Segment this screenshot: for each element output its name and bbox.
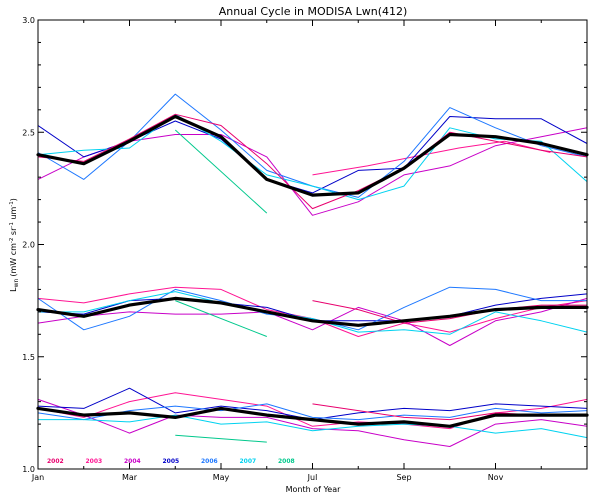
legend: 2002 2003 2004 2005 2006 2007 2008 <box>47 458 295 465</box>
lower-series-line-5 <box>38 414 588 439</box>
legend-entry-2008: 2008 <box>278 458 295 465</box>
lower-series-line-6 <box>175 434 267 443</box>
upper-series-line-5 <box>37 113 588 201</box>
legend-entry-2002: 2002 <box>47 458 64 465</box>
y-tick-label: 2.5 <box>22 128 35 137</box>
y-axis-title-exp-3: -1 <box>9 201 15 206</box>
x-tick-label: Jan <box>31 473 44 482</box>
x-axis-title: Month of Year <box>286 485 342 494</box>
y-axis-title: Lwn(mW cm-2 sr-1 um-1) <box>9 198 20 292</box>
y-axis-title-symbol-sub: wn <box>13 278 20 287</box>
y-axis-title-units: (mW cm <box>9 243 18 277</box>
x-tick-label: Sep <box>396 473 411 482</box>
upper-series-line-6 <box>174 129 268 214</box>
y-axis-title-exp-2: -1 <box>9 222 15 227</box>
x-tick-label: May <box>213 473 230 482</box>
x-tick-label: Nov <box>488 473 504 482</box>
legend-entry-2007: 2007 <box>240 458 257 465</box>
lower-series-line-4 <box>37 403 588 421</box>
legend-entry-2006: 2006 <box>201 458 218 465</box>
mean-lines <box>36 114 589 428</box>
legend-entry-2003: 2003 <box>86 458 103 465</box>
lower-series-line-2 <box>37 398 588 447</box>
lower-mean-line <box>36 406 589 428</box>
y-axis-title-exp-1: -2 <box>9 238 15 243</box>
middle-series-line-2 <box>37 297 588 346</box>
y-axis-title-units-um: um <box>9 207 18 223</box>
x-tick-label: Mar <box>122 473 138 482</box>
x-tick-label: Jul <box>307 473 318 482</box>
y-axis-title-units-sr: sr <box>9 227 18 238</box>
y-tick-label: 1.0 <box>22 465 35 474</box>
upper-series-line-7 <box>37 113 588 210</box>
y-tick-label: 1.5 <box>22 353 35 362</box>
chart-title: Annual Cycle in MODISA Lwn(412) <box>219 5 408 18</box>
legend-entry-2004: 2004 <box>124 458 141 465</box>
y-axis-ticks: 1.0 1.5 2.0 2.5 3.0 <box>22 16 587 474</box>
upper-mean-line <box>36 114 589 197</box>
upper-series-line-1 <box>312 140 551 176</box>
middle-series-line-7 <box>312 300 587 324</box>
y-tick-label: 3.0 <box>22 16 35 25</box>
y-axis-title-symbol: L <box>9 287 18 292</box>
y-tick-label: 2.0 <box>22 241 35 250</box>
x-axis-ticks: Jan Mar May Jul Sep Nov <box>31 20 542 482</box>
middle-series-line-5 <box>38 291 588 335</box>
y-axis-title-close: ) <box>9 198 18 201</box>
middle-series-line-6 <box>175 300 267 337</box>
legend-entry-2005: 2005 <box>163 458 180 465</box>
middle-mean-line <box>36 296 589 327</box>
